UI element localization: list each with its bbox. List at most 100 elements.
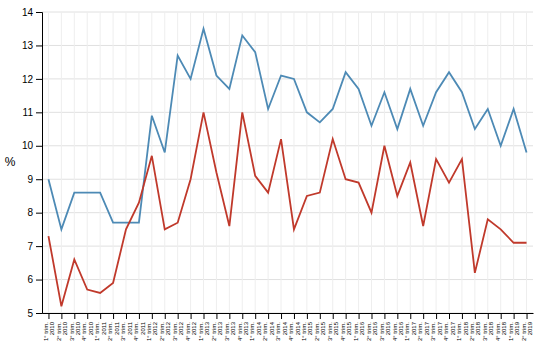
- grid-line: [164, 12, 165, 313]
- tick: 2° trim.2010: [56, 313, 68, 341]
- tick-mark: [216, 313, 217, 319]
- tick-label: 14: [22, 7, 34, 18]
- tick-label: 4° trim.2012: [185, 321, 197, 341]
- grid-line: [48, 12, 49, 313]
- tick: 3° trim.2017: [430, 313, 442, 341]
- tick: 3° trim.2018: [482, 313, 494, 341]
- grid-line: [229, 12, 230, 313]
- grid-line: [500, 12, 501, 313]
- tick-mark: [191, 313, 192, 319]
- grid-line: [87, 12, 88, 313]
- tick: 13: [22, 40, 42, 51]
- grid-line: [345, 12, 346, 313]
- grid-line: [42, 112, 533, 113]
- tick: 4° trim.2016: [392, 313, 404, 341]
- tick-mark: [87, 313, 88, 319]
- tick-mark: [333, 313, 334, 319]
- grid-line: [423, 12, 424, 313]
- tick-mark: [384, 313, 385, 319]
- grid-line: [526, 12, 527, 313]
- grid-line: [100, 12, 101, 313]
- tick-mark: [242, 313, 243, 319]
- y-axis: 567891011121314: [22, 7, 43, 319]
- tick-mark: [178, 313, 179, 319]
- tick-label: 3° trim.2013: [224, 321, 236, 341]
- tick-label: 3° trim.2017: [430, 321, 442, 341]
- tick: 2° trim.2016: [366, 313, 378, 341]
- tick-mark: [527, 313, 528, 319]
- tick: 7: [27, 241, 42, 252]
- tick-label: 2° trim.2014: [262, 321, 274, 341]
- tick: 4° trim.2012: [185, 313, 197, 341]
- grid-line: [397, 12, 398, 313]
- tick-label: 1° trim.2014: [249, 321, 261, 341]
- tick-label: 1° trim.2011: [94, 321, 106, 341]
- tick-label: 2° trim.2010: [56, 321, 68, 341]
- tick-mark: [36, 313, 42, 314]
- grid-line: [268, 12, 269, 313]
- tick: 4° trim.2018: [495, 313, 507, 341]
- tick: 4° trim.2014: [288, 313, 300, 341]
- tick: 1° trim.2011: [94, 313, 106, 341]
- tick-mark: [36, 280, 42, 281]
- tick: 1° trim.2016: [353, 313, 365, 341]
- grid-line: [61, 12, 62, 313]
- tick: 1° trim.2019: [508, 313, 520, 341]
- tick-label: 3° trim.2010: [69, 321, 81, 341]
- tick: 2° trim.2015: [314, 313, 326, 341]
- grid-line: [293, 12, 294, 313]
- tick-label: 9: [27, 174, 33, 185]
- tick-mark: [475, 313, 476, 319]
- tick-mark: [36, 246, 42, 247]
- tick-mark: [36, 146, 42, 147]
- tick: 9: [27, 174, 42, 185]
- tick-label: 3° trim.2012: [172, 321, 184, 341]
- tick: 2° trim.2014: [262, 313, 274, 341]
- lines: [48, 29, 526, 307]
- tick-label: 2° trim.2011: [107, 321, 119, 341]
- tick: 11: [23, 107, 42, 118]
- tick: 4° trim.2017: [443, 313, 455, 341]
- tick-mark: [36, 112, 42, 113]
- tick-mark: [410, 313, 411, 319]
- tick-mark: [488, 313, 489, 319]
- tick-label: 4° trim.2015: [340, 321, 352, 341]
- tick-label: 1° trim.2015: [301, 321, 313, 341]
- tick-mark: [113, 313, 114, 319]
- tick-mark: [36, 79, 42, 80]
- axis-line: [36, 13, 43, 314]
- tick-mark: [36, 179, 42, 180]
- tick-mark: [449, 313, 450, 319]
- tick-label: 5: [27, 308, 33, 319]
- tick: 3° trim.2013: [224, 313, 236, 341]
- grid-line: [113, 12, 114, 313]
- tick-mark: [152, 313, 153, 319]
- tick-label: 1° trim.2017: [404, 321, 416, 341]
- tick: 6: [27, 274, 42, 285]
- tick: 3° trim.2015: [327, 313, 339, 341]
- tick-mark: [346, 313, 347, 319]
- tick-mark: [320, 313, 321, 319]
- tick-mark: [61, 313, 62, 319]
- tick-label: 4° trim.2018: [495, 321, 507, 341]
- tick: 14: [22, 7, 42, 18]
- tick-mark: [36, 45, 42, 46]
- tick: 4° trim.2011: [133, 313, 145, 341]
- tick: 1° trim.2017: [404, 313, 416, 341]
- tick-label: 1° trim.2018: [456, 321, 468, 341]
- grid-line: [216, 12, 217, 313]
- tick-mark: [397, 313, 398, 319]
- tick: 10: [22, 140, 42, 151]
- tick-label: 2° trim.2019: [521, 321, 533, 341]
- tick: 2° trim.2012: [159, 313, 171, 341]
- chart: 5678910111213141° trim.20102° trim.20103…: [0, 0, 545, 363]
- tick-mark: [281, 313, 282, 319]
- tick-mark: [126, 313, 127, 319]
- grid-line: [513, 12, 514, 313]
- tick-label: 4° trim.2011: [133, 321, 145, 341]
- tick-label: 2° trim.2018: [469, 321, 481, 341]
- grid-line: [190, 12, 191, 313]
- tick-label: 3° trim.2011: [120, 321, 132, 341]
- tick: 2° trim.2017: [417, 313, 429, 341]
- tick-mark: [36, 12, 42, 13]
